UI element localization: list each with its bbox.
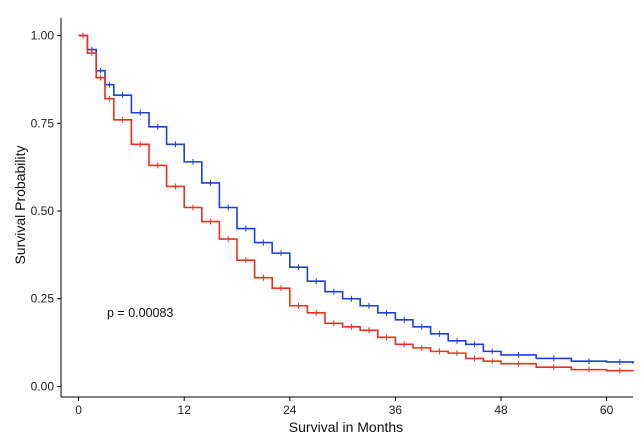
series-layer [78,32,634,374]
y-axis-title: Survival Probability [12,145,28,264]
p-value-annotation: p = 0.00083 [107,306,173,320]
y-tick-label: 1.00 [31,29,55,43]
x-tick-label: 60 [600,403,614,417]
y-tick-label: 0.25 [31,292,55,306]
y-tick-label: 0.50 [31,204,55,218]
y-axis: 0.00 0.25 0.50 0.75 1.00 [31,18,62,397]
y-tick-label: 0.00 [31,379,55,393]
x-axis-title: Survival in Months [289,419,403,435]
survival-curve-2 [78,34,634,372]
x-tick-label: 0 [75,403,82,417]
x-axis: 0 12 24 36 48 60 [61,396,633,417]
y-tick-label: 0.75 [31,116,55,130]
x-tick-label: 48 [494,403,508,417]
x-tick-label: 24 [283,403,297,417]
survival-curve-1 [78,34,634,364]
x-tick-label: 12 [178,403,192,417]
x-tick-label: 36 [389,403,403,417]
